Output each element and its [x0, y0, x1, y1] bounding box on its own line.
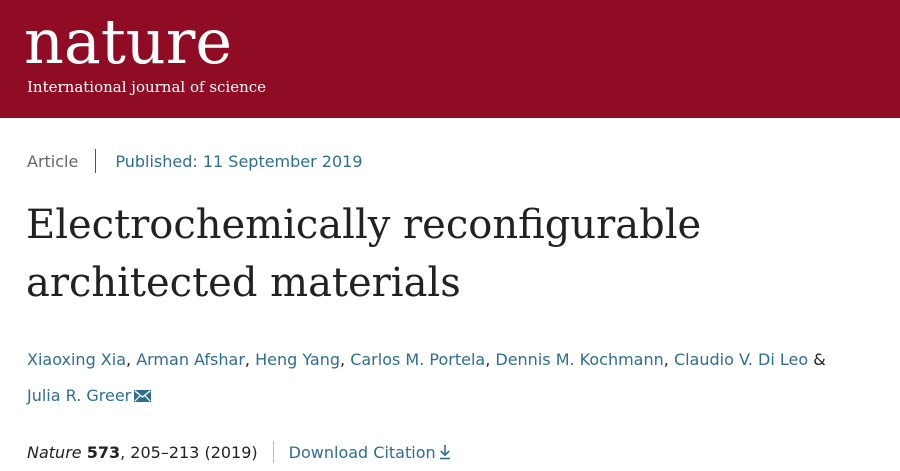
- article-title: Electrochemically reconfigurable archite…: [26, 196, 886, 312]
- author-separator: ,: [244, 350, 256, 369]
- published-date: Published: 11 September 2019: [115, 151, 363, 171]
- journal-name: Nature: [27, 442, 82, 462]
- nature-logo[interactable]: nature: [24, 5, 233, 78]
- site-header: nature International journal of science: [0, 0, 900, 118]
- author-link[interactable]: Claudio V. Di Leo: [673, 350, 809, 369]
- author-link-corresponding[interactable]: Julia R. Greer: [27, 386, 132, 405]
- article-title-line2: architected materials: [26, 260, 461, 306]
- article-type: Article: [27, 151, 79, 171]
- envelope-icon[interactable]: [134, 390, 152, 402]
- download-citation-link[interactable]: Download Citation: [289, 443, 451, 462]
- author-link[interactable]: Dennis M. Kochmann: [495, 350, 664, 369]
- author-separator: ,: [485, 350, 496, 369]
- author-separator: ,: [663, 350, 674, 369]
- citation-row: Nature 573, 205–213 (2019) Download Cita…: [27, 438, 451, 466]
- download-citation-label: Download Citation: [288, 442, 436, 462]
- author-list: Xiaoxing Xia, Arman Afshar, Heng Yang, C…: [27, 342, 887, 414]
- author-link[interactable]: Carlos M. Portela: [350, 350, 486, 369]
- author-separator: ,: [340, 350, 351, 369]
- author-link[interactable]: Heng Yang: [255, 350, 341, 369]
- article-meta: Article Published: 11 September 2019: [27, 148, 363, 174]
- download-arrow-icon: [439, 445, 450, 460]
- article-title-line1: Electrochemically reconfigurable: [26, 202, 702, 248]
- author-link[interactable]: Xiaoxing Xia: [27, 350, 127, 369]
- author-separator: ,: [126, 350, 137, 369]
- journal-volume: 573: [86, 442, 121, 462]
- meta-divider: [95, 149, 97, 173]
- logo-tagline: International journal of science: [27, 78, 267, 96]
- citation-divider: [272, 441, 274, 463]
- pages-year: , 205–213 (2019): [120, 442, 258, 462]
- author-final-separator: &: [808, 350, 826, 369]
- author-link[interactable]: Arman Afshar: [136, 350, 245, 369]
